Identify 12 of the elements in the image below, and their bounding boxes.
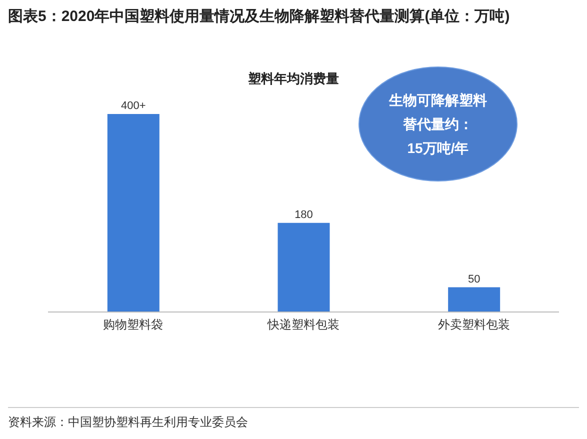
- annotation: 替代量约：: [402, 115, 474, 134]
- data-label: 400+: [121, 100, 146, 112]
- data-label: 180: [294, 208, 313, 221]
- text: 资料来源：中国塑协塑料再生利用专业委员会: [8, 407, 579, 431]
- chart-title: 图表5：2020年中国塑料使用量情况及生物降解塑料替代量测算(单位：万吨): [8, 8, 511, 26]
- data-label: 50: [468, 273, 480, 286]
- text: 生物可降解塑料: [388, 91, 488, 110]
- x-tick-label: 快递塑料包装: [266, 318, 340, 332]
- annotation: 15万吨/年: [406, 139, 470, 158]
- x-tick-label: 外卖塑料包装: [438, 318, 510, 332]
- chart-subtitle: 塑料年均消费量: [247, 70, 340, 88]
- x-tick-label: 购物塑料袋: [103, 318, 164, 332]
